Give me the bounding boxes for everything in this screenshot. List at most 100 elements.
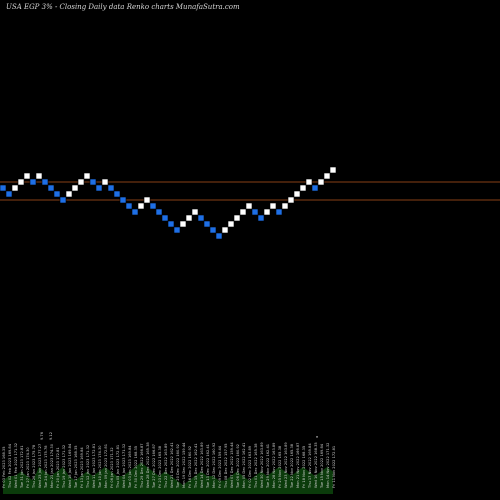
renko-brick-down bbox=[119, 196, 127, 204]
date-label: Fri 16 Dec 2022 160.92 bbox=[188, 446, 192, 488]
date-label: Tue 03 Jan 2023 169.84 bbox=[128, 445, 132, 489]
date-label: Wed 30 Nov 2022 163.89 bbox=[260, 442, 264, 488]
date-label: Fri 18 Nov 2022 168.35 bbox=[302, 446, 306, 488]
date-label: Tue 20 Dec 2022 160.92 bbox=[176, 444, 180, 489]
renko-brick-up bbox=[245, 202, 253, 210]
date-label: Thu 05 Jan 2023 172.81 bbox=[116, 445, 120, 489]
renko-brick-up bbox=[287, 196, 295, 204]
renko-brick-up bbox=[305, 178, 313, 186]
renko-brick-down bbox=[215, 232, 223, 240]
renko-brick-up bbox=[233, 214, 241, 222]
renko-brick-down bbox=[95, 184, 103, 192]
date-label: Mon 09 Jan 2023 172.81 bbox=[104, 444, 108, 488]
annotation-label: a bbox=[315, 436, 319, 438]
renko-brick-down bbox=[197, 214, 205, 222]
renko-brick-down bbox=[89, 178, 97, 186]
date-label: Thu 22 Dec 2022 163.89 bbox=[164, 443, 168, 489]
annotation-label: 9.76 bbox=[40, 431, 44, 440]
date-label: Wed 28 Dec 2022 165.38 bbox=[146, 442, 150, 488]
renko-brick-up bbox=[179, 220, 187, 228]
renko-brick-down bbox=[107, 184, 115, 192]
renko-brick-down bbox=[29, 178, 37, 186]
renko-brick-down bbox=[167, 220, 175, 228]
renko-brick-up bbox=[83, 172, 91, 180]
ticker-text: USA EGP 3% - bbox=[6, 3, 58, 11]
date-label: Thu 12 Jan 2023 171.32 bbox=[86, 445, 90, 489]
renko-brick-down bbox=[41, 178, 49, 186]
date-label: Thu 26 Jan 2023 175.78 bbox=[32, 444, 36, 489]
renko-brick-down bbox=[149, 202, 157, 210]
date-label: Thu 19 Jan 2023 171.32 bbox=[62, 445, 66, 489]
date-label: Tue 29 Nov 2022 162.41 bbox=[266, 444, 270, 489]
date-label: Fri 09 Dec 2022 159.44 bbox=[218, 445, 222, 488]
date-label: Wed 23 Nov 2022 163.89 bbox=[284, 442, 288, 488]
renko-brick-up bbox=[23, 172, 31, 180]
renko-brick-up bbox=[317, 178, 325, 186]
renko-brick-down bbox=[47, 184, 55, 192]
renko-brick-down bbox=[113, 190, 121, 198]
date-label: Tue 17 Jan 2023 168.35 bbox=[74, 445, 78, 489]
date-label: Wed 14 Dec 2022 163.89 bbox=[200, 442, 204, 488]
date-label: Tue 24 Jan 2023 175.78 bbox=[44, 445, 48, 489]
date-label: Wed 16 Nov 2022 168.35 bbox=[314, 442, 318, 488]
date-label: Mon 05 Dec 2022 162.41 bbox=[242, 443, 246, 488]
date-label: Tue 06 Dec 2022 160.92 bbox=[236, 444, 240, 489]
renko-brick-down bbox=[203, 220, 211, 228]
date-label: Fri 27 Jan 2023 174.30 bbox=[26, 447, 30, 488]
renko-brick-up bbox=[191, 208, 199, 216]
date-label: Mon 19 Dec 2022 159.44 bbox=[182, 442, 186, 488]
date-label: Wed 01 Feb 2023 171.32 bbox=[14, 443, 18, 488]
date-label: Wed 18 Jan 2023 169.84 bbox=[68, 443, 72, 488]
renko-brick-down bbox=[5, 190, 13, 198]
renko-brick-down bbox=[173, 226, 181, 234]
date-label: Thu 15 Dec 2022 162.41 bbox=[194, 443, 198, 489]
date-label: Tue 15 Nov 2022 169.84 bbox=[320, 443, 324, 489]
date-label: Mon 28 Nov 2022 163.89 bbox=[272, 442, 276, 488]
renko-brick-up bbox=[299, 184, 307, 192]
renko-brick-down bbox=[155, 208, 163, 216]
date-label: Fri 11 Nov 2022 172.81 bbox=[332, 446, 336, 488]
renko-brick-down bbox=[251, 208, 259, 216]
renko-brick-down bbox=[209, 226, 217, 234]
date-label: Tue 31 Jan 2023 172.81 bbox=[20, 445, 24, 489]
date-label: Fri 06 Jan 2023 171.32 bbox=[110, 447, 114, 488]
renko-brick-down bbox=[311, 184, 319, 192]
date-label: Mon 23 Jan 2023 174.30 bbox=[50, 443, 54, 488]
date-label: Fri 30 Dec 2022 168.35 bbox=[134, 446, 138, 488]
date-label: Tue 13 Dec 2022 162.41 bbox=[206, 444, 210, 489]
chart-title: USA EGP 3% - Closing Daily data Renko ch… bbox=[6, 3, 240, 11]
renko-brick-down bbox=[59, 196, 67, 204]
renko-brick-down bbox=[53, 190, 61, 198]
renko-brick-up bbox=[185, 214, 193, 222]
renko-brick-up bbox=[329, 166, 337, 174]
chart-description: Closing Daily data Renko charts MunafaSu… bbox=[59, 3, 240, 11]
renko-brick-down bbox=[0, 184, 7, 192]
renko-brick-up bbox=[143, 196, 151, 204]
renko-brick-down bbox=[257, 214, 265, 222]
date-label: Thu 29 Dec 2022 166.87 bbox=[140, 443, 144, 489]
date-label: Fri 25 Nov 2022 165.38 bbox=[278, 445, 282, 488]
renko-brick-down bbox=[161, 214, 169, 222]
renko-brick-up bbox=[11, 184, 19, 192]
volume-area bbox=[3, 462, 333, 494]
date-label: Wed 25 Jan 2023 177.27 bbox=[38, 444, 42, 488]
renko-brick-up bbox=[65, 190, 73, 198]
date-label: Fri 13 Jan 2023 169.84 bbox=[80, 447, 84, 488]
renko-brick-up bbox=[269, 202, 277, 210]
date-label: Tue 27 Dec 2022 166.87 bbox=[152, 444, 156, 489]
date-label: Wed 07 Dec 2022 159.44 bbox=[230, 442, 234, 488]
renko-brick-up bbox=[323, 172, 331, 180]
renko-brick-up bbox=[35, 172, 43, 180]
date-label: Thu 17 Nov 2022 169.84 bbox=[308, 443, 312, 489]
date-label: Tue 10 Jan 2023 174.30 bbox=[98, 445, 102, 489]
renko-brick-up bbox=[101, 178, 109, 186]
renko-brick-down bbox=[275, 208, 283, 216]
date-label: Fri 03 Feb 2023 168.35 bbox=[2, 446, 6, 488]
date-label: Thu 01 Dec 2022 165.38 bbox=[254, 443, 258, 489]
renko-brick-up bbox=[281, 202, 289, 210]
renko-brick-up bbox=[137, 202, 145, 210]
renko-brick-up bbox=[17, 178, 25, 186]
renko-brick-up bbox=[221, 226, 229, 234]
renko-brick-up bbox=[239, 208, 247, 216]
